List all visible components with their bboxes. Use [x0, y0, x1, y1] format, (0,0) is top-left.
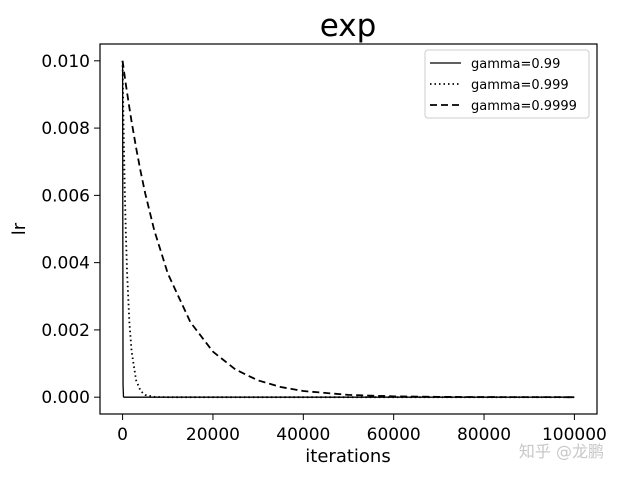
y-axis: 0.000 0.002 0.004 0.006 0.008 0.010 [41, 52, 100, 408]
x-tick-label: 40000 [276, 425, 330, 445]
legend-label: gamma=0.999 [471, 78, 569, 93]
x-tick-label: 0 [117, 425, 128, 445]
plot-area [99, 43, 598, 415]
y-tick-label: 0.000 [41, 388, 90, 408]
y-tick-label: 0.006 [41, 186, 90, 206]
y-tick-label: 0.008 [41, 119, 90, 139]
legend-box [424, 49, 590, 119]
legend-label: gamma=0.9999 [471, 99, 577, 114]
legend-label: gamma=0.99 [471, 57, 560, 72]
series-line-3 [121, 60, 575, 399]
legend: gamma=0.99 gamma=0.999 gamma=0.9999 [424, 49, 590, 119]
y-tick-label: 0.010 [41, 52, 90, 72]
x-tick-label: 20000 [186, 425, 240, 445]
y-axis-label: lr [9, 222, 30, 235]
watermark: 知乎 @龙鹏 [519, 442, 604, 461]
chart-title: exp [320, 8, 377, 44]
x-axis-label: iterations [305, 446, 390, 467]
x-tick-label: 100000 [542, 425, 607, 445]
x-axis: 0 20000 40000 60000 80000 100000 [117, 414, 607, 445]
plot-frame [99, 43, 598, 415]
y-tick-label: 0.004 [41, 254, 90, 274]
x-tick-label: 80000 [457, 425, 511, 445]
x-tick-label: 60000 [367, 425, 421, 445]
series-line-1 [121, 60, 575, 398]
y-tick-label: 0.002 [41, 321, 90, 341]
